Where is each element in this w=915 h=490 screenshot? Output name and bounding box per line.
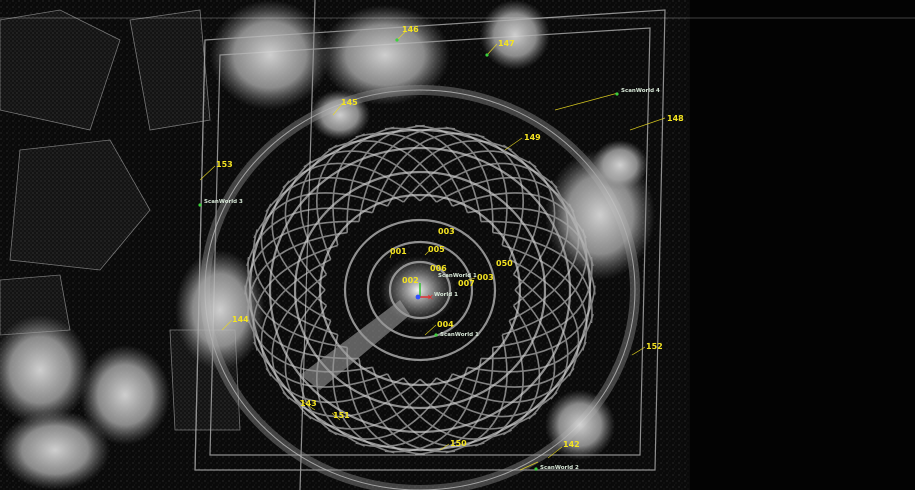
scanworld-label-left: ScanWorld 3 (204, 199, 243, 205)
target-label-002: 002 (402, 276, 419, 285)
scanworld-label-center: ScanWorld 1 (438, 273, 477, 279)
target-label-143: 143 (300, 399, 317, 408)
target-label-003-top: 003 (438, 227, 455, 236)
dark-region (690, 0, 915, 490)
arch-beam (508, 258, 580, 377)
target-label-146: 146 (402, 25, 419, 34)
scanworld-label-bottom: ScanWorld 2 (540, 465, 579, 471)
target-marker (434, 333, 438, 337)
arch-beam (246, 207, 373, 267)
arch-beam (502, 144, 541, 275)
trees (0, 0, 655, 490)
target-label-006: 006 (430, 264, 447, 273)
target-label-148: 148 (667, 114, 684, 123)
tree (310, 90, 370, 140)
arch-beam (445, 126, 508, 246)
arch-beam (386, 373, 512, 440)
tree (480, 0, 550, 70)
target-label-004: 004 (437, 320, 454, 329)
tree (210, 0, 330, 110)
tree (175, 250, 265, 370)
arch-beam (265, 176, 404, 213)
entrance-path (300, 300, 410, 390)
arch-beam (502, 244, 588, 351)
tree (320, 5, 450, 105)
tree (545, 390, 615, 460)
center-scan-cluster (380, 256, 456, 324)
leader-lines (199, 31, 666, 471)
tree (592, 140, 648, 190)
world-label: World 1 (434, 292, 458, 298)
arch-beam (371, 367, 485, 448)
target-marker (198, 203, 202, 207)
svg-text:✕: ✕ (427, 293, 434, 302)
target-label-003-right: 003 (477, 273, 494, 282)
arch-beam (475, 133, 524, 260)
target-label-144: 144 (232, 315, 249, 324)
arch-beam (284, 289, 326, 420)
target-label-153: 153 (216, 160, 233, 169)
target-label-007: 007 (458, 279, 475, 288)
target-label-150: 150 (450, 439, 467, 448)
tree (80, 345, 170, 445)
world-axis-triad: ✕ (415, 283, 434, 302)
axis-z-dot (415, 294, 421, 300)
scanworld-label-top-right: ScanWorld 4 (621, 88, 660, 94)
arch-beam (271, 273, 327, 400)
target-label-145: 145 (341, 98, 358, 107)
arch-beam (303, 150, 438, 203)
target-label-147: 147 (498, 39, 515, 48)
arch-beam (282, 162, 421, 202)
target-label-151: 151 (333, 411, 350, 420)
target-label-152: 152 (646, 342, 663, 351)
arch-beam (328, 140, 454, 207)
target-label-001: 001 (390, 247, 407, 256)
target-label-005: 005 (428, 245, 445, 254)
arch-beam (346, 347, 425, 456)
target-label-149: 149 (524, 133, 541, 142)
arch-beam (316, 320, 365, 447)
tree (0, 315, 90, 425)
target-marker (485, 53, 489, 57)
arch-beam (513, 273, 569, 400)
arch-beam (253, 192, 388, 239)
arch-beam (384, 127, 482, 222)
arch-beam (260, 258, 332, 377)
target-marker (395, 38, 399, 42)
target-marker (534, 467, 538, 471)
scanworld-label-center-low: ScanWorld 1 (440, 332, 479, 338)
arch-beam (402, 377, 537, 430)
arch-beam (299, 305, 338, 436)
arch-beam (415, 124, 494, 233)
tree (0, 410, 110, 490)
arch-beam (419, 162, 558, 202)
target-marker (615, 92, 619, 96)
target-label-050: 050 (496, 259, 513, 268)
arch-beam (355, 132, 469, 213)
target-markers (198, 38, 619, 471)
arch-beam (358, 358, 456, 453)
target-label-142: 142 (563, 440, 580, 449)
arch-beam (419, 378, 558, 418)
